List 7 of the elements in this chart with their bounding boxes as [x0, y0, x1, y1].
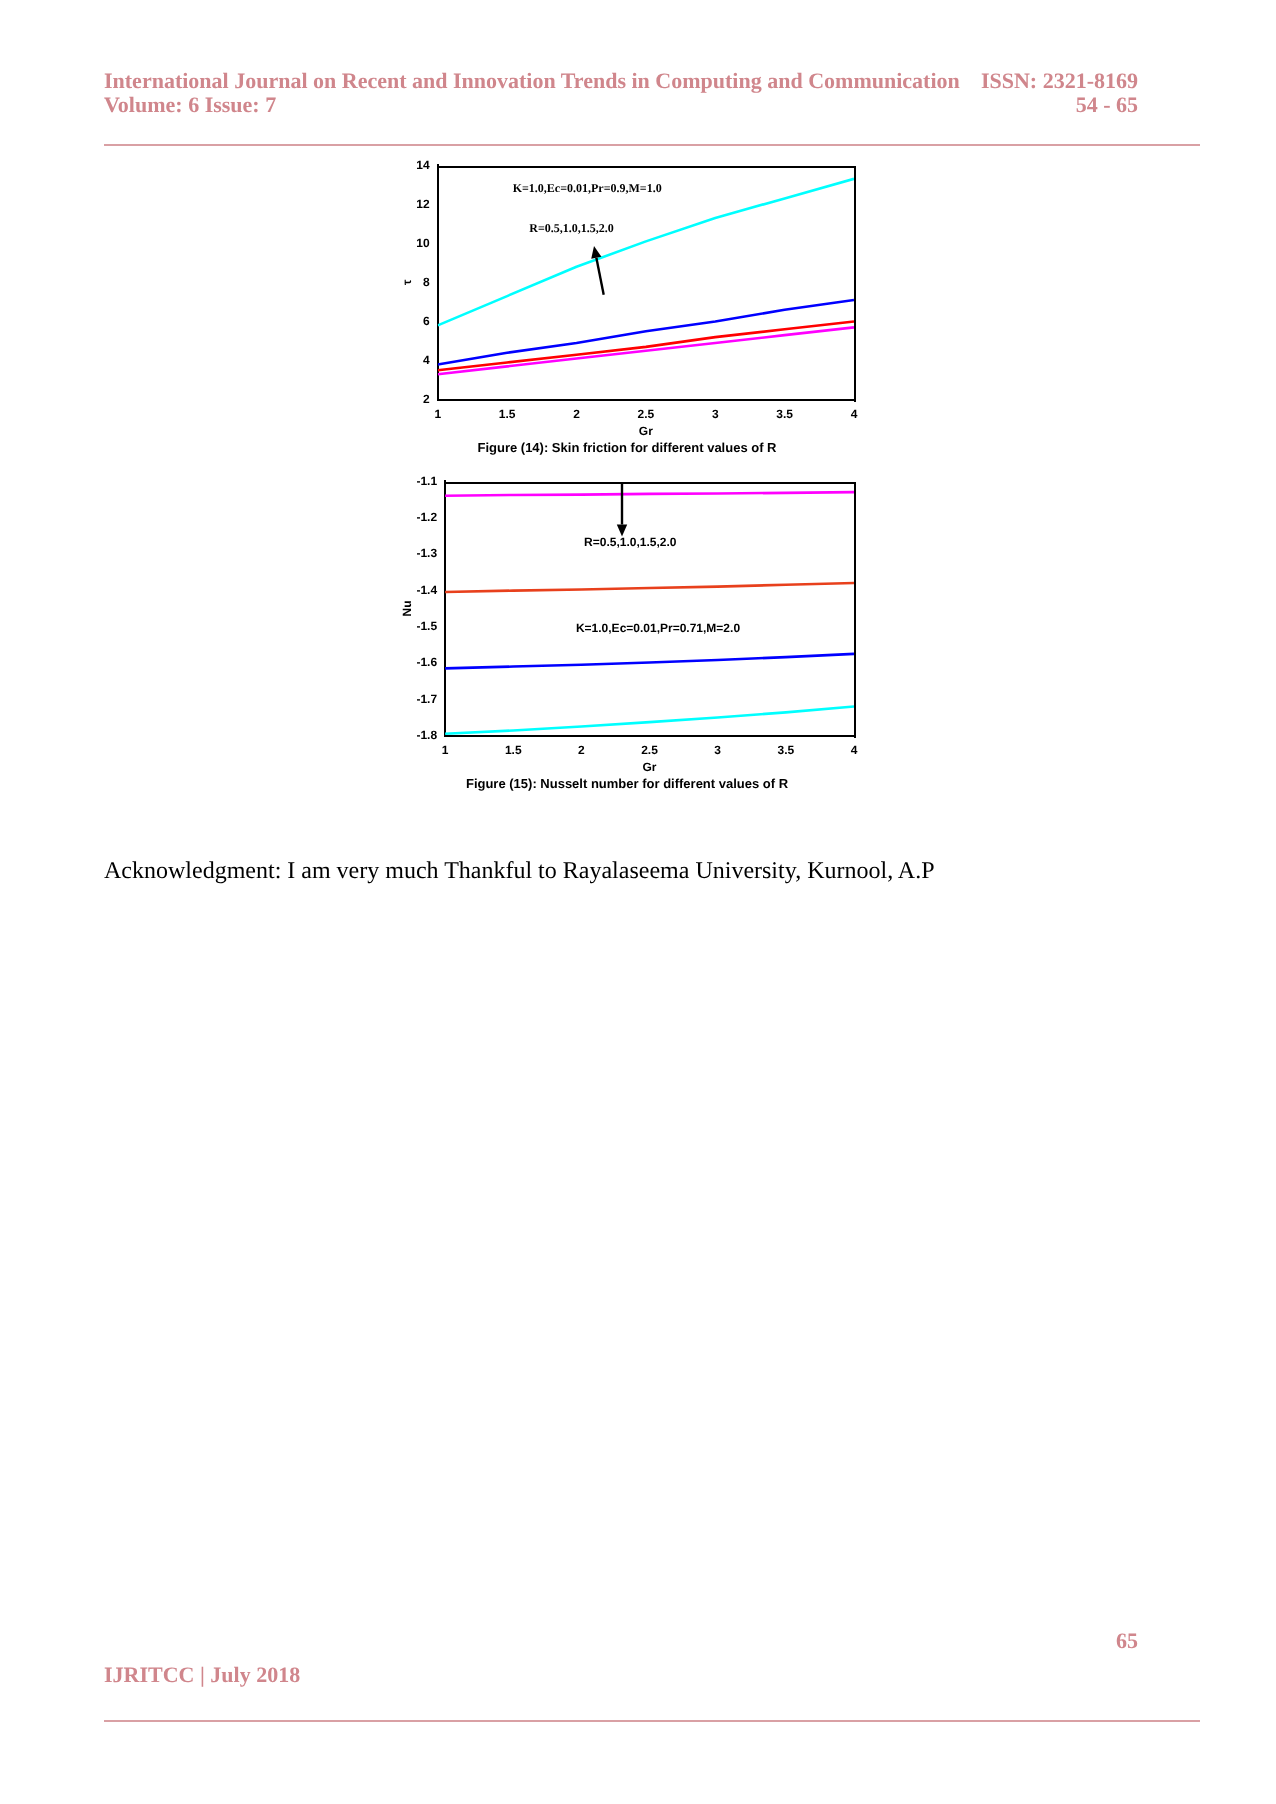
text: ISSN: 2321-8169: [980, 70, 1138, 94]
text: Acknowledgment: I am very much Thankful to Rayalaseema University, Kurnool, A.P: [104, 856, 935, 886]
text: International Journal on Recent and Innovation Trends in Computing and Communication: [104, 70, 960, 94]
text: 65: [1116, 1630, 1138, 1654]
text: 54 - 65: [1075, 94, 1138, 118]
text: Volume: 6 Issue: 7: [104, 94, 277, 118]
text: IJRITCC | July 2018: [104, 1664, 301, 1688]
